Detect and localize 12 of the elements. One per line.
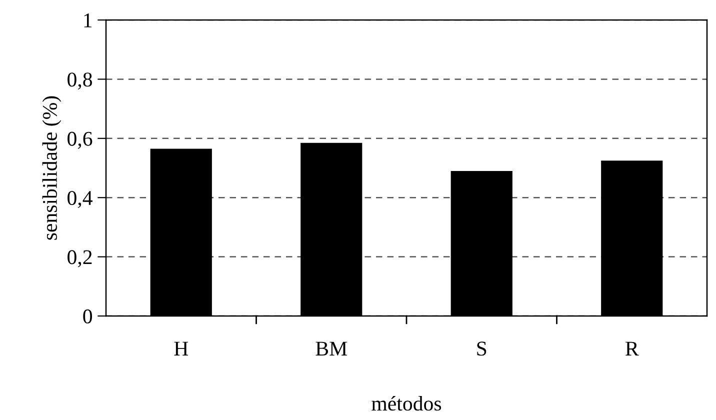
- y-axis-title: sensibilidade (%): [42, 96, 62, 240]
- x-tick-label: H: [174, 342, 188, 356]
- y-tick-label: 0: [83, 309, 92, 324]
- y-tick-label: 0,8: [68, 72, 92, 90]
- x-axis-title: métodos: [372, 396, 442, 411]
- y-tick-label: 1: [84, 13, 92, 28]
- x-tick-label: S: [477, 342, 486, 356]
- x-tick-label: R: [626, 342, 639, 356]
- y-tick-label: 0,6: [68, 132, 92, 149]
- y-tick-label: 0,4: [68, 190, 92, 208]
- y-tick-label: 0,2: [68, 250, 92, 268]
- x-tick-label: BM: [316, 342, 347, 356]
